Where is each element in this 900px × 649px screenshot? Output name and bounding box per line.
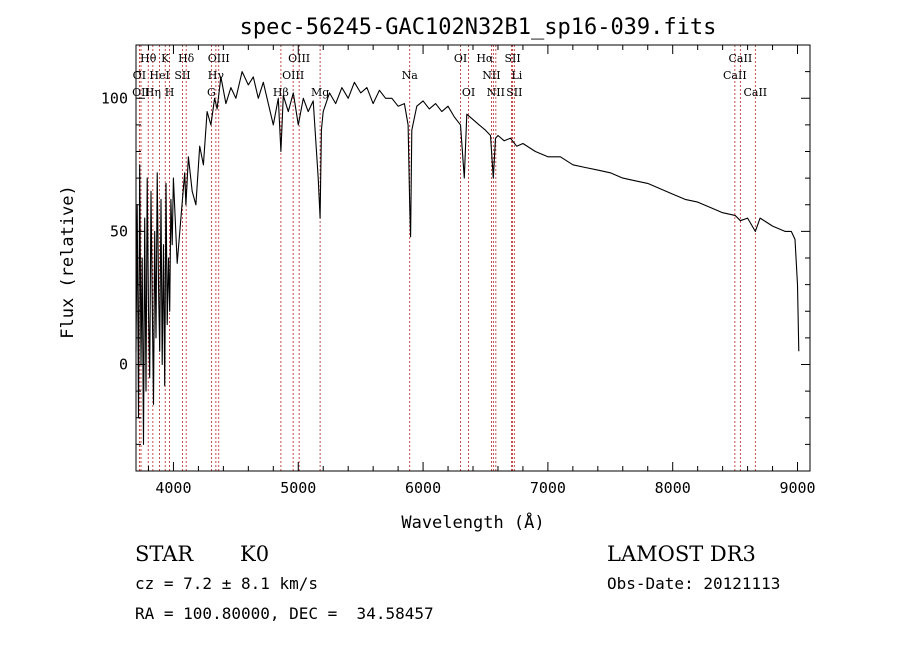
x-tick-label: 6000 (405, 479, 441, 497)
y-tick-label: 50 (110, 222, 128, 240)
x-tick-label: 4000 (155, 479, 191, 497)
line-label: NII (487, 86, 505, 99)
line-label: K (161, 52, 170, 65)
x-tick-label: 9000 (779, 479, 815, 497)
survey-name: LAMOST DR3 (607, 542, 756, 566)
y-tick-label: 0 (119, 356, 128, 374)
line-label: SII (504, 52, 520, 65)
object-class: STAR (135, 542, 194, 566)
x-tick-label: 5000 (280, 479, 316, 497)
x-tick-label: 7000 (530, 479, 566, 497)
chart-title: spec-56245-GAC102N32B1_sp16-039.fits (240, 15, 717, 40)
line-label: SII (506, 86, 522, 99)
line-label: CaII (723, 69, 747, 82)
line-label: Hη (145, 86, 161, 99)
line-label: CaII (743, 86, 767, 99)
series-layer (135, 71, 800, 445)
y-axis-label: Flux (relative) (58, 185, 78, 339)
line-label: OI (133, 69, 146, 82)
line-label: OIII (208, 52, 230, 65)
line-label: G (207, 86, 216, 99)
line-label: OIII (282, 69, 304, 82)
line-label: HeI (149, 69, 169, 82)
line-markers (138, 45, 756, 471)
observation-date: Obs-Date: 20121113 (607, 574, 780, 593)
y-axis: 0 50 100 (101, 44, 810, 472)
line-label: Hγ (208, 69, 225, 82)
line-label: Mg (311, 86, 329, 99)
x-axis-label: Wavelength (Å) (401, 511, 544, 533)
line-label: Hθ (140, 52, 157, 65)
y-tick-label: 100 (101, 89, 128, 107)
line-label: Hδ (178, 52, 195, 65)
line-label: OIII (288, 52, 310, 65)
plot-frame (135, 44, 811, 472)
x-tick-label: 8000 (655, 479, 691, 497)
line-label: Li (511, 69, 522, 82)
line-label: Hβ (273, 86, 289, 99)
line-label: OI (454, 52, 467, 65)
line-label: H (165, 86, 175, 99)
coordinates-text: RA = 100.80000, DEC = 34.58457 (135, 604, 434, 623)
line-label: SII (174, 69, 190, 82)
line-label: CaII (729, 52, 753, 65)
object-subclass: K0 (240, 542, 269, 566)
line-label: OI (462, 86, 475, 99)
line-label: Hα (476, 52, 494, 65)
redshift-text: cz = 7.2 ± 8.1 km/s (135, 574, 318, 593)
spectrum-line (135, 71, 800, 445)
x-axis: 4000 5000 6000 7000 8000 9000 (147, 45, 816, 497)
line-label: NII (482, 69, 500, 82)
line-label: OII (132, 86, 150, 99)
line-label: Na (402, 69, 419, 82)
